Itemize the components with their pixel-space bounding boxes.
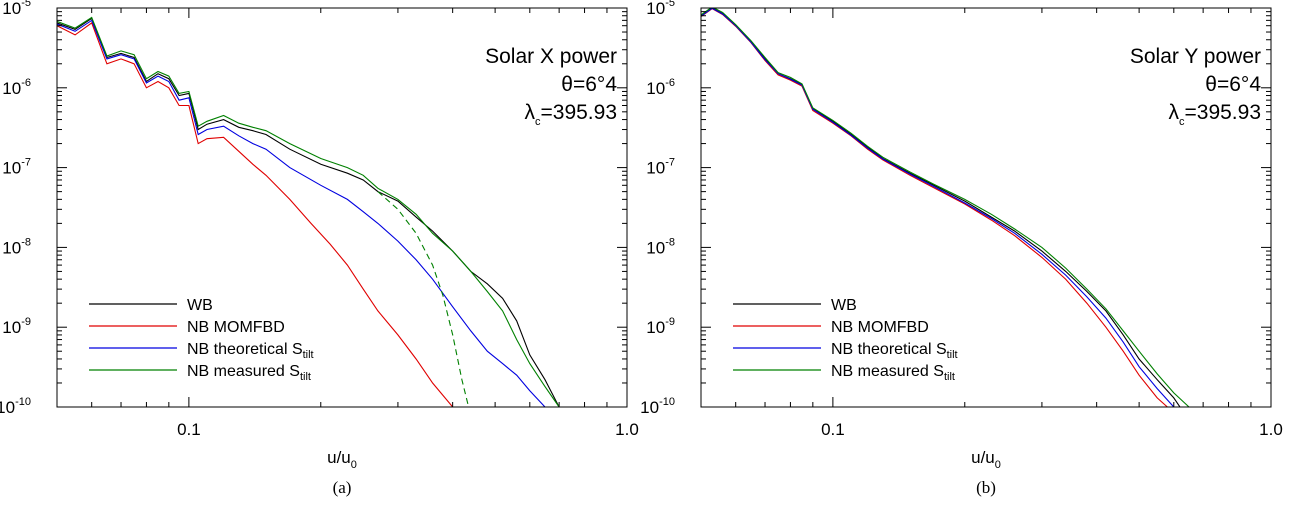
legend-label: NB measured Stilt: [187, 363, 311, 383]
chart-panel-b: 0.1 1.0 10-5 10-6 10-7 10-8 10-9 10-10 u/u0 (b) So…: [640, 0, 1283, 497]
plot-frame: [700, 7, 1272, 408]
annotation-title: Solar X power: [485, 45, 617, 68]
series-group: [701, 8, 1190, 407]
series-line-nb-theoretical-s-2: [701, 8, 1175, 407]
legend-label: NB measured Stilt: [831, 363, 955, 383]
x-tick-label: 0.1: [821, 420, 845, 439]
series-line-dashed-extra-4: [377, 191, 470, 407]
legend-label: WB: [187, 297, 213, 314]
series-line-wb-0: [57, 17, 560, 407]
legend-label: NB MOMFBD: [187, 319, 285, 336]
annotation-angle: θ=6°4: [561, 73, 617, 96]
y-tick-label: 10-7: [646, 157, 675, 178]
x-tick-label: 1.0: [1259, 420, 1283, 439]
y-tick-label: 10-9: [2, 316, 31, 337]
y-tick-label: 10-9: [646, 316, 675, 337]
panel-caption: (b): [976, 478, 996, 497]
panel-caption: (a): [333, 478, 352, 497]
y-tick-label: 10-5: [2, 0, 31, 18]
chart-panel-a: 0.1 1.0 10-5 10-6 10-7 10-8 10-9 10-10 u/u0 (a) So…: [0, 0, 639, 497]
annotation-wavelength: λc=395.93: [1169, 101, 1262, 128]
series-line-nb-measured-s-3: [701, 8, 1190, 407]
x-axis-label: u/u0: [971, 448, 1001, 471]
plot-frame: [56, 7, 628, 408]
series-line-nb-momfbd-1: [57, 22, 454, 407]
y-tick-label: 10-6: [2, 77, 31, 98]
annotation-wavelength: λc=395.93: [525, 101, 618, 128]
x-tick-label: 1.0: [615, 420, 639, 439]
y-tick-label: 10-8: [646, 236, 675, 257]
legend-label: NB MOMFBD: [831, 319, 929, 336]
y-tick-label: 10-5: [646, 0, 675, 18]
legend-label: WB: [831, 297, 857, 314]
y-tick-label: 10-6: [646, 77, 675, 98]
x-tick-label: 0.1: [177, 420, 201, 439]
legend-label: NB theoretical Stilt: [187, 341, 314, 361]
series-line-nb-theoretical-s-2: [57, 19, 546, 407]
y-tick-label: 10-7: [2, 157, 31, 178]
series-line-nb-measured-s-3: [57, 16, 560, 407]
y-tick-label: 10-10: [0, 396, 31, 417]
y-tick-label: 10-10: [640, 396, 675, 417]
legend-label: NB theoretical Stilt: [831, 341, 958, 361]
x-axis-label: u/u0: [327, 448, 357, 471]
y-tick-label: 10-8: [2, 236, 31, 257]
annotation-title: Solar Y power: [1130, 45, 1261, 68]
series-group: [57, 16, 560, 407]
annotation-angle: θ=6°4: [1205, 73, 1261, 96]
